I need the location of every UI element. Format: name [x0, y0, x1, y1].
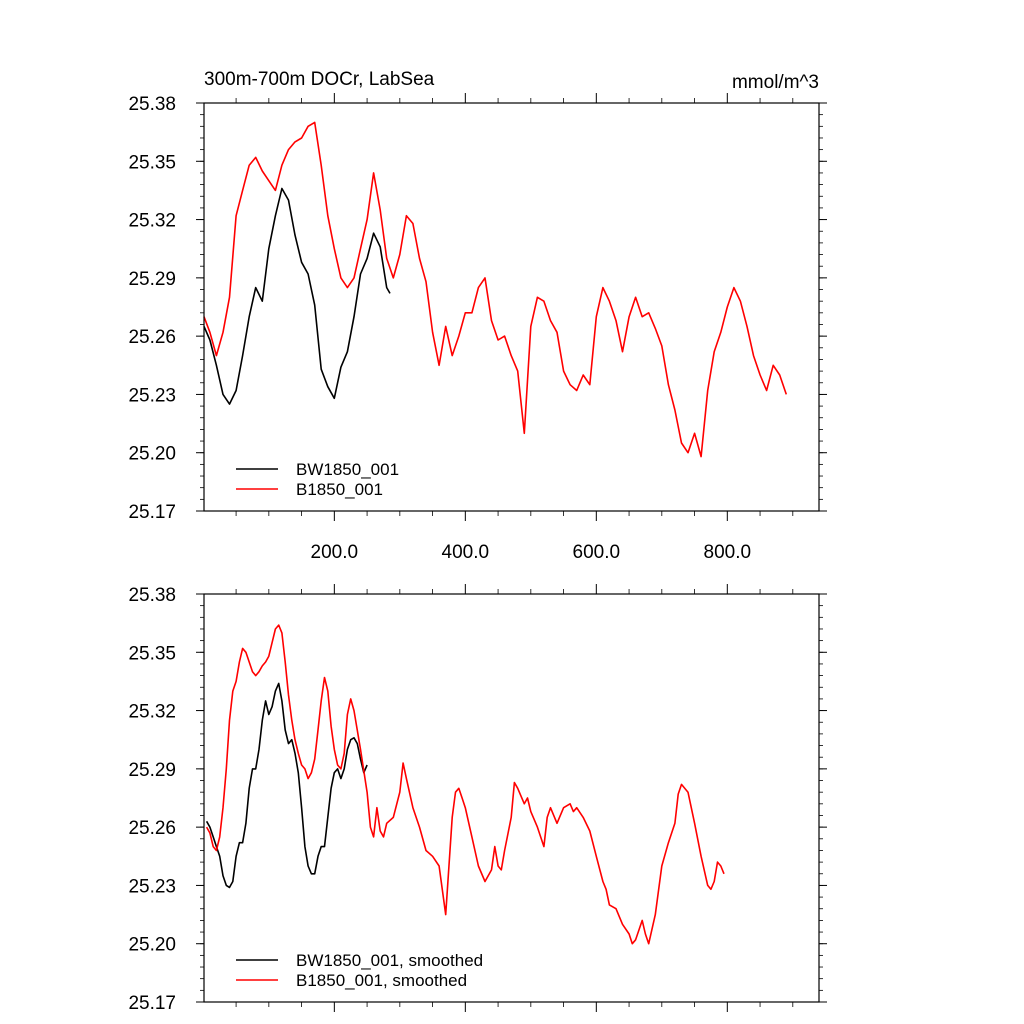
x-tick-label: 600.0 — [573, 542, 621, 563]
legend-label: BW1850_001, smoothed — [296, 951, 483, 970]
axis-ticks: 25.17 25.20 25.23 25.26 25.29 25.32 25.35 25.38… — [128, 93, 827, 563]
legend-label: BW1850_001 — [296, 460, 399, 479]
y-tick-label: 25.38 — [128, 94, 176, 115]
y-tick-label: 25.32 — [128, 211, 176, 232]
legend-label: B1850_001, smoothed — [296, 971, 467, 990]
bottom-panel: 25.17 25.20 25.23 25.26 25.29 25.32 25.35 25.38… — [128, 584, 827, 1014]
y-tick-label: 25.17 — [128, 502, 176, 523]
y-tick-label: 25.29 — [128, 760, 176, 781]
x-tick-label: 800.0 — [704, 542, 752, 563]
y-tick-label: 25.29 — [128, 269, 176, 290]
series-line — [203, 121, 788, 458]
y-tick-label: 25.32 — [128, 702, 176, 723]
top-panel: 300m-700m DOCr, LabSea mmol/m^3 25.1725.… — [128, 69, 827, 563]
series-line — [205, 682, 368, 889]
chart-title: 300m-700m DOCr, LabSea — [204, 69, 435, 90]
x-tick-label: 200.0 — [311, 542, 359, 563]
x-tick-label: 400.0 — [442, 542, 490, 563]
y-tick-label: 25.17 — [128, 993, 176, 1014]
series-line — [203, 187, 391, 405]
y-tick-label: 25.26 — [128, 327, 176, 348]
y-tick-label: 25.38 — [128, 585, 176, 606]
units-label: mmol/m^3 — [732, 72, 819, 93]
legend-label: B1850_001 — [296, 480, 383, 499]
series-layer — [203, 121, 788, 458]
y-tick-label: 25.35 — [128, 152, 176, 173]
y-tick-label: 25.23 — [128, 876, 176, 897]
y-tick-label: 25.35 — [128, 643, 176, 664]
plot-frame — [203, 593, 820, 1003]
axis-ticks: 25.17 25.20 25.23 25.26 25.29 25.32 25.35 25.38 — [128, 584, 827, 1014]
y-tick-label: 25.20 — [128, 444, 176, 465]
series-layer — [205, 624, 725, 945]
series-line — [205, 624, 725, 945]
plot-frame — [203, 102, 820, 512]
y-tick-label: 25.26 — [128, 818, 176, 839]
y-tick-label: 25.20 — [128, 935, 176, 956]
y-tick-label: 25.23 — [128, 385, 176, 406]
